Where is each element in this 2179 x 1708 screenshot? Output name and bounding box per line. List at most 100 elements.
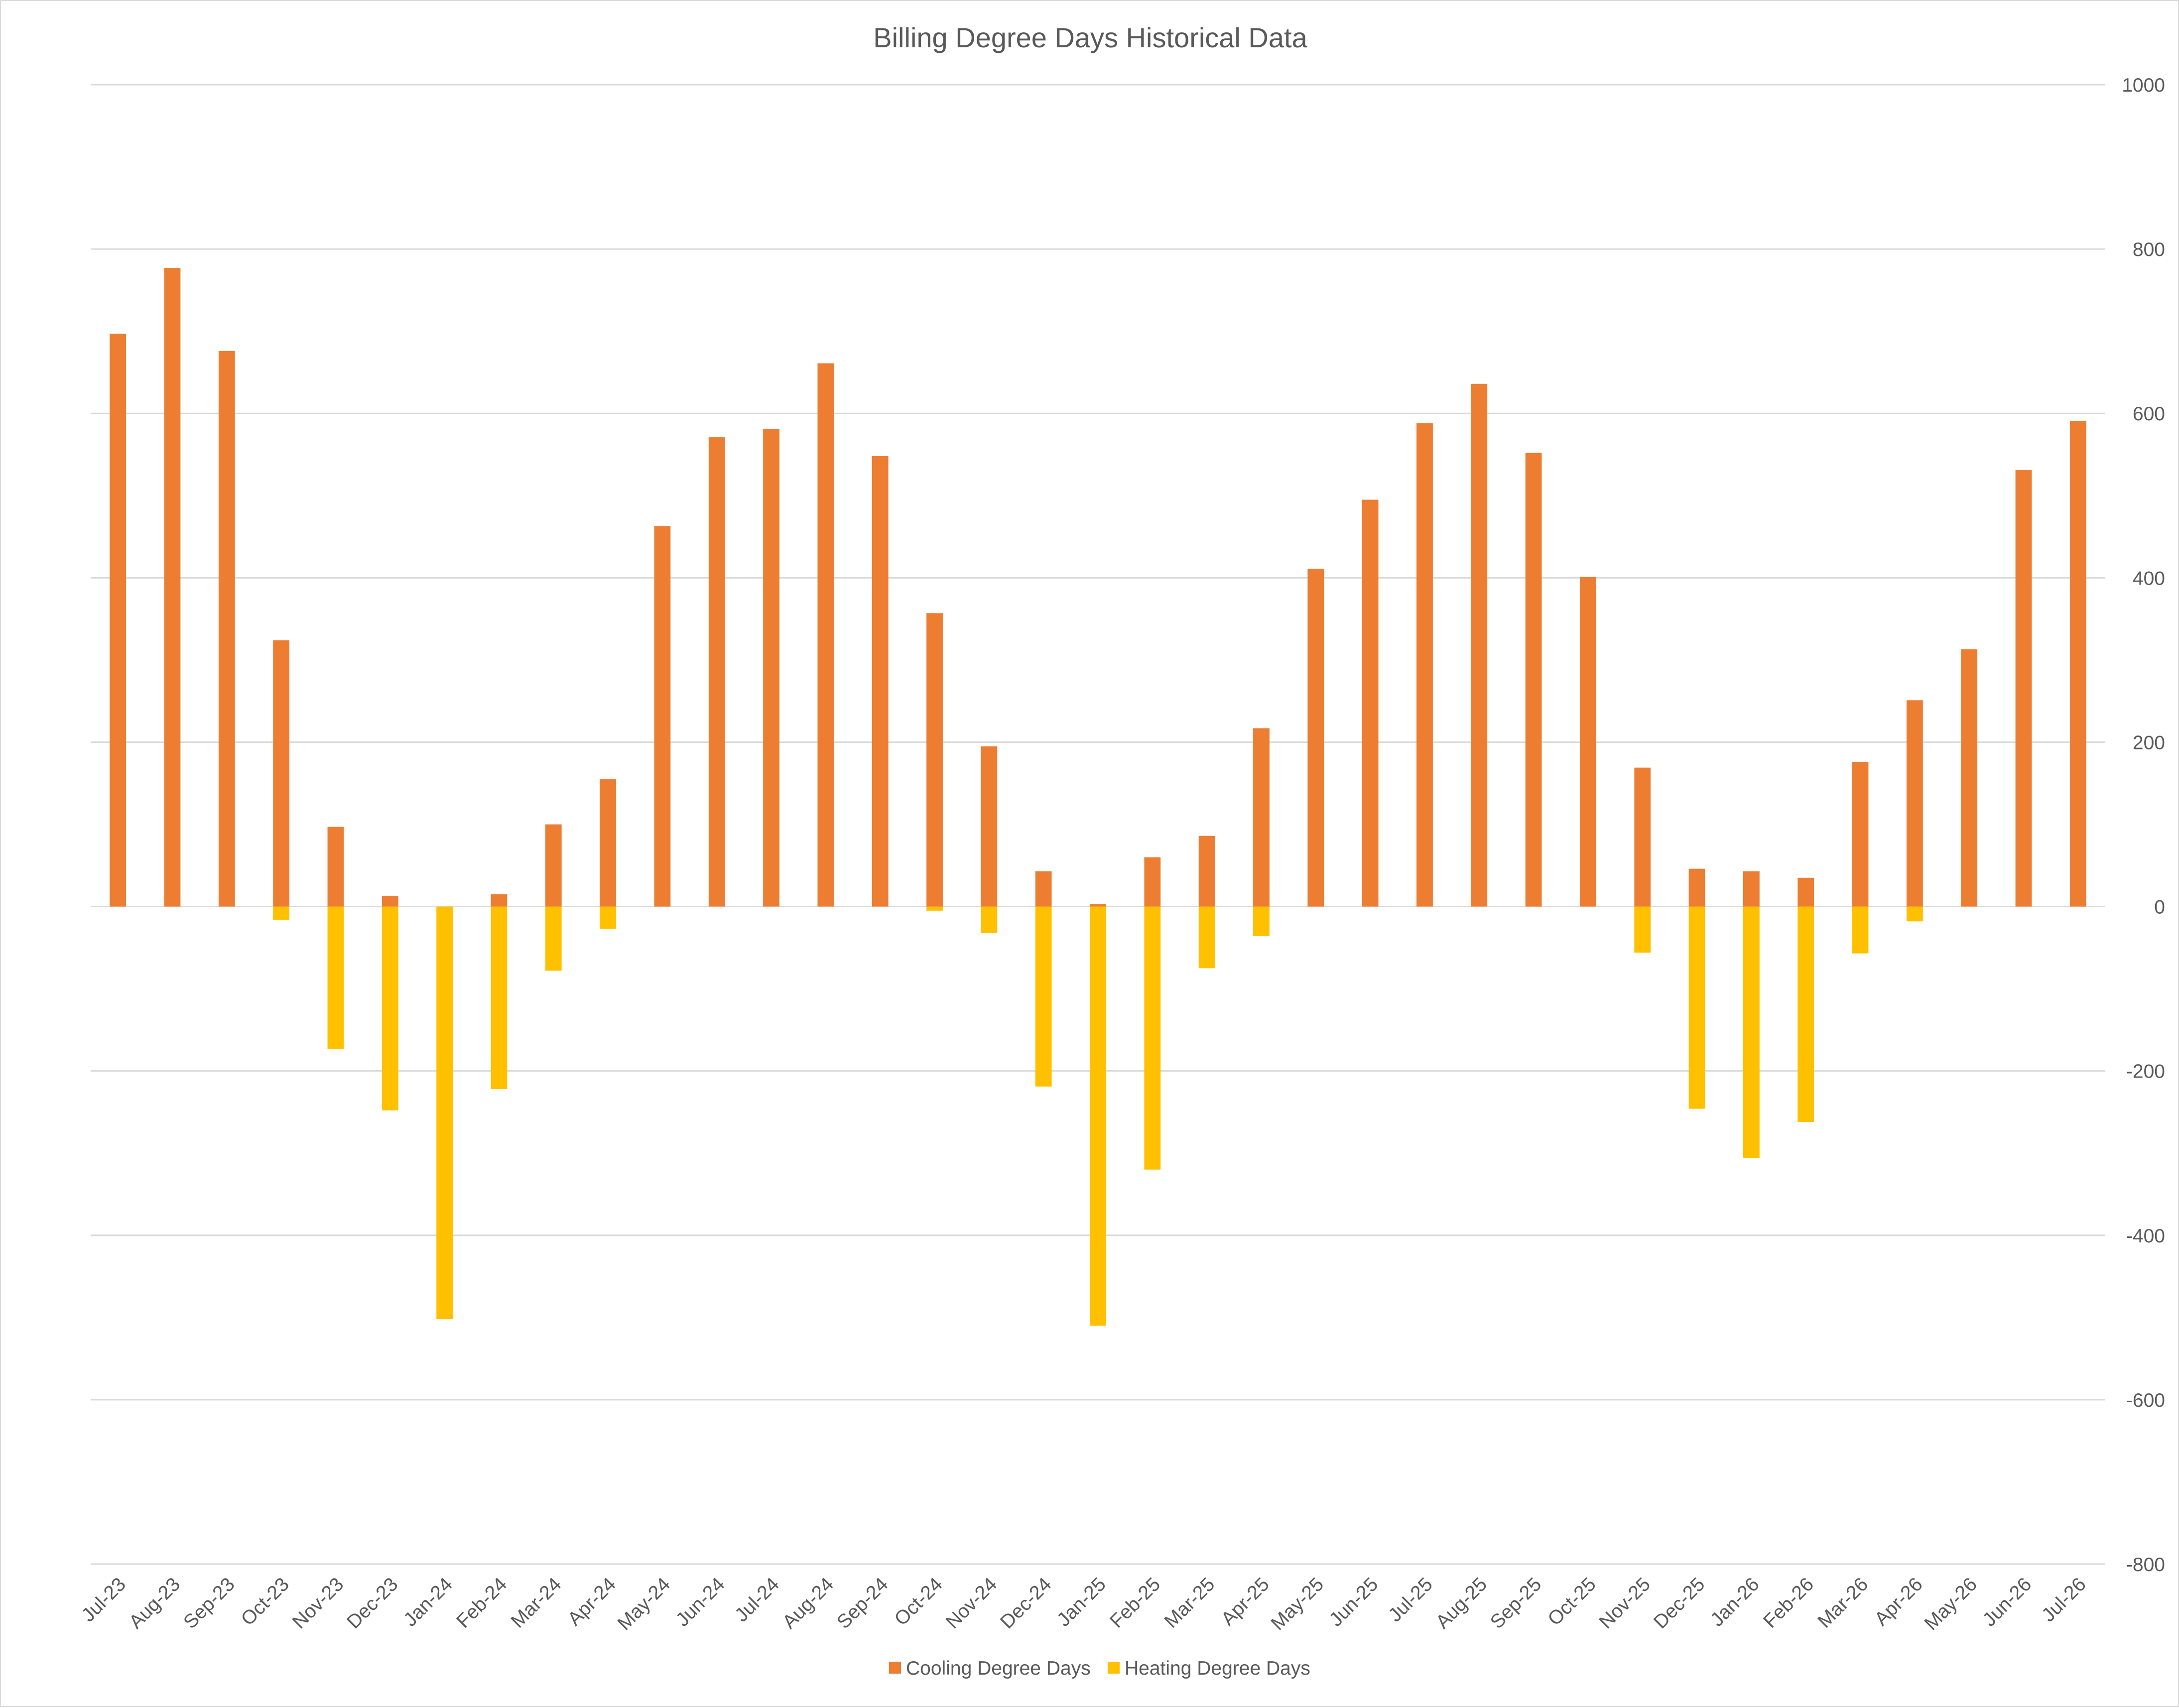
cooling-bar: [981, 746, 998, 907]
x-tick-label: Jun-25: [1325, 1574, 1383, 1631]
cooling-bar: [1035, 871, 1052, 907]
heating-bar: [1688, 906, 1705, 1109]
cooling-bar: [1416, 423, 1433, 907]
x-tick-label: May-25: [1267, 1574, 1328, 1634]
heating-bar: [545, 906, 562, 971]
x-tick-label: Sep-23: [179, 1574, 239, 1633]
x-tick-label: Nov-25: [1595, 1574, 1655, 1633]
chart-title: Billing Degree Days Historical Data: [873, 22, 1307, 53]
heating-bar: [1634, 906, 1651, 953]
cooling-bar: [491, 894, 508, 907]
cooling-bar: [1307, 569, 1324, 907]
heating-bar: [491, 906, 508, 1089]
cooling-bar: [1743, 871, 1760, 907]
cooling-bar: [1634, 767, 1651, 907]
x-tick-label: Aug-23: [125, 1574, 184, 1633]
cooling-bar: [1852, 762, 1869, 907]
x-tick-label: Sep-24: [833, 1574, 892, 1633]
cooling-bar: [1688, 868, 1705, 907]
heating-bar: [600, 906, 616, 929]
x-tick-label: Dec-25: [1650, 1574, 1709, 1633]
x-tick-label: Mar-26: [1814, 1574, 1873, 1632]
heating-bar: [1198, 906, 1215, 969]
heating-bar: [1090, 906, 1106, 1326]
heating-bar: [1906, 906, 1923, 922]
cooling-bar: [1471, 383, 1488, 907]
y-tick-label: 800: [2133, 239, 2165, 260]
cooling-bar: [164, 268, 181, 907]
y-tick-label: 200: [2133, 732, 2165, 753]
x-tick-label: Jul-26: [2038, 1574, 2090, 1626]
cooling-bar: [218, 351, 235, 907]
x-tick-label: Apr-25: [1217, 1574, 1274, 1630]
x-tick-label: Oct-23: [237, 1574, 293, 1630]
heating-bar: [1253, 906, 1270, 936]
cooling-bar: [2069, 421, 2086, 907]
legend: Cooling Degree Days Heating Degree Days: [889, 1658, 1310, 1679]
bars: [110, 268, 2086, 1326]
y-tick-label: 400: [2133, 568, 2165, 589]
x-tick-label: Feb-26: [1759, 1574, 1818, 1632]
x-tick-label: Sep-25: [1486, 1574, 1545, 1633]
x-tick-label: Jun-26: [1979, 1574, 2036, 1631]
cooling-bar: [110, 334, 127, 907]
cooling-bar: [763, 429, 779, 907]
heating-bar: [327, 906, 344, 1049]
y-tick-label: -400: [2126, 1225, 2165, 1247]
cooling-bar: [1525, 453, 1542, 907]
x-tick-label: Oct-24: [891, 1574, 947, 1630]
cooling-bar: [1198, 836, 1215, 907]
cooling-bar: [708, 437, 725, 907]
heating-bar: [382, 906, 398, 1110]
y-tick-label: -800: [2126, 1554, 2165, 1576]
cooling-bar: [872, 456, 889, 907]
x-tick-label: Jan-26: [1706, 1574, 1764, 1631]
x-tick-label: May-24: [614, 1574, 674, 1634]
cooling-bar: [817, 363, 834, 907]
cooling-bar: [1797, 877, 1814, 907]
x-tick-label: Jun-24: [672, 1574, 729, 1631]
cooling-bar: [1362, 499, 1379, 907]
y-tick-label: 600: [2133, 403, 2165, 425]
y-tick-label: 1000: [2122, 75, 2165, 96]
x-tick-label: Aug-24: [778, 1574, 838, 1633]
cooling-bar: [654, 526, 671, 907]
cooling-bar: [2015, 470, 2032, 907]
heating-bar: [1797, 906, 1814, 1122]
cooling-bar: [600, 779, 616, 907]
x-tick-label: Jul-25: [1384, 1574, 1437, 1626]
cooling-bar: [273, 640, 290, 907]
x-tick-label: Apr-26: [1871, 1574, 1927, 1630]
heating-bar: [1852, 906, 1869, 954]
heating-bar: [436, 906, 453, 1320]
gridlines: [91, 84, 2105, 1565]
x-tick-label: Dec-23: [343, 1574, 402, 1633]
x-tick-label: Aug-25: [1432, 1574, 1491, 1633]
x-tick-label: Oct-25: [1544, 1574, 1600, 1630]
x-tick-label: Mar-24: [507, 1574, 566, 1632]
x-tick-label: Feb-25: [1106, 1574, 1164, 1632]
y-tick-label: -200: [2126, 1061, 2165, 1083]
x-tick-label: Jan-25: [1053, 1574, 1110, 1631]
legend-label: Heating Degree Days: [1125, 1658, 1310, 1679]
x-tick-label: Mar-25: [1160, 1574, 1219, 1632]
x-tick-label: Jul-23: [78, 1574, 130, 1626]
x-tick-label: Dec-24: [996, 1574, 1055, 1633]
legend-swatch: [1108, 1662, 1120, 1674]
heating-bar: [926, 906, 943, 911]
cooling-bar: [545, 824, 562, 907]
x-tick-label: Nov-23: [288, 1574, 348, 1633]
cooling-bar: [1906, 700, 1923, 907]
x-tick-label: Jul-24: [731, 1574, 783, 1626]
heating-bar: [1144, 906, 1161, 1170]
legend-label: Cooling Degree Days: [906, 1658, 1091, 1679]
y-tick-label: -600: [2126, 1390, 2165, 1411]
legend-swatch: [889, 1662, 901, 1674]
heating-bar: [1743, 906, 1760, 1158]
x-tick-label: Feb-24: [453, 1574, 512, 1632]
cooling-bar: [382, 896, 398, 907]
y-axis-ticks: 1000 800 600 400 200 0 -200 -400 -600 -800: [2122, 75, 2165, 1576]
